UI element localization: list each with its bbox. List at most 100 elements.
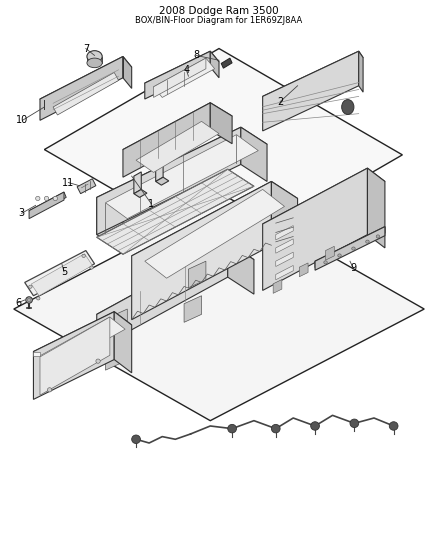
Polygon shape	[276, 252, 293, 266]
Polygon shape	[97, 197, 123, 252]
Ellipse shape	[26, 297, 32, 303]
Polygon shape	[132, 181, 297, 273]
Polygon shape	[299, 263, 308, 277]
Polygon shape	[106, 135, 258, 219]
Text: 3: 3	[18, 208, 25, 219]
Ellipse shape	[27, 298, 31, 302]
Polygon shape	[97, 243, 254, 332]
Polygon shape	[241, 127, 267, 181]
Polygon shape	[40, 56, 123, 120]
Polygon shape	[25, 251, 95, 296]
Ellipse shape	[53, 196, 57, 200]
Polygon shape	[145, 51, 210, 99]
Polygon shape	[155, 177, 169, 185]
Ellipse shape	[87, 51, 102, 62]
Polygon shape	[33, 312, 114, 399]
Polygon shape	[273, 279, 282, 293]
Text: 9: 9	[350, 263, 356, 272]
Ellipse shape	[324, 261, 327, 264]
Ellipse shape	[376, 235, 380, 238]
Text: BOX/BIN-Floor Diagram for 1ER69ZJ8AA: BOX/BIN-Floor Diagram for 1ER69ZJ8AA	[135, 15, 303, 25]
Ellipse shape	[28, 285, 32, 288]
Ellipse shape	[228, 424, 237, 433]
Polygon shape	[123, 103, 210, 177]
Ellipse shape	[366, 240, 369, 243]
Polygon shape	[134, 189, 147, 197]
Polygon shape	[228, 243, 254, 294]
Polygon shape	[110, 309, 127, 336]
Polygon shape	[359, 51, 363, 92]
Polygon shape	[325, 246, 334, 260]
Polygon shape	[132, 181, 272, 320]
Ellipse shape	[96, 359, 100, 364]
Polygon shape	[87, 56, 102, 63]
Polygon shape	[221, 58, 232, 68]
Polygon shape	[29, 192, 66, 216]
Ellipse shape	[35, 196, 40, 200]
Ellipse shape	[389, 422, 398, 430]
Polygon shape	[153, 58, 206, 98]
Ellipse shape	[90, 266, 93, 269]
Polygon shape	[31, 254, 92, 296]
Polygon shape	[145, 189, 285, 278]
Polygon shape	[97, 127, 241, 235]
Ellipse shape	[132, 435, 141, 443]
Text: 5: 5	[61, 267, 67, 277]
Polygon shape	[123, 56, 132, 88]
Polygon shape	[153, 58, 215, 98]
Ellipse shape	[272, 424, 280, 433]
Text: 2: 2	[277, 96, 283, 107]
Text: 7: 7	[83, 44, 89, 53]
Ellipse shape	[311, 422, 319, 430]
Ellipse shape	[47, 387, 52, 392]
Polygon shape	[263, 51, 359, 131]
Polygon shape	[263, 168, 385, 237]
Polygon shape	[40, 317, 110, 395]
Polygon shape	[97, 127, 267, 214]
Text: 4: 4	[183, 65, 189, 75]
Polygon shape	[29, 192, 64, 219]
Ellipse shape	[44, 196, 49, 200]
Polygon shape	[188, 261, 206, 288]
Polygon shape	[276, 239, 293, 253]
Polygon shape	[136, 122, 219, 172]
Polygon shape	[315, 227, 385, 268]
Polygon shape	[272, 181, 297, 262]
Ellipse shape	[87, 58, 102, 68]
Polygon shape	[40, 56, 132, 110]
Text: 10: 10	[16, 115, 28, 125]
Polygon shape	[44, 49, 403, 256]
Text: 2008 Dodge Ram 3500: 2008 Dodge Ram 3500	[159, 6, 279, 16]
Ellipse shape	[342, 100, 354, 115]
Polygon shape	[134, 172, 141, 193]
Polygon shape	[97, 243, 228, 349]
Polygon shape	[276, 265, 293, 280]
Text: 6: 6	[15, 297, 21, 308]
Polygon shape	[184, 296, 201, 322]
Polygon shape	[210, 51, 219, 78]
Polygon shape	[263, 51, 363, 103]
Polygon shape	[263, 168, 367, 290]
Polygon shape	[315, 227, 385, 270]
Ellipse shape	[36, 297, 40, 300]
Polygon shape	[106, 344, 123, 370]
Text: 8: 8	[193, 51, 199, 60]
Polygon shape	[155, 160, 163, 181]
Polygon shape	[114, 312, 132, 373]
Polygon shape	[145, 51, 219, 94]
Ellipse shape	[82, 254, 85, 257]
Polygon shape	[53, 72, 119, 115]
Polygon shape	[77, 179, 96, 193]
Ellipse shape	[352, 247, 355, 250]
Polygon shape	[40, 317, 125, 368]
Polygon shape	[367, 168, 385, 248]
Ellipse shape	[350, 419, 359, 427]
Polygon shape	[33, 312, 132, 365]
Text: 11: 11	[62, 177, 74, 188]
Text: 1: 1	[148, 199, 154, 209]
Polygon shape	[97, 169, 254, 254]
Polygon shape	[210, 103, 232, 144]
Polygon shape	[33, 352, 40, 356]
Polygon shape	[123, 103, 232, 163]
Ellipse shape	[338, 254, 341, 257]
